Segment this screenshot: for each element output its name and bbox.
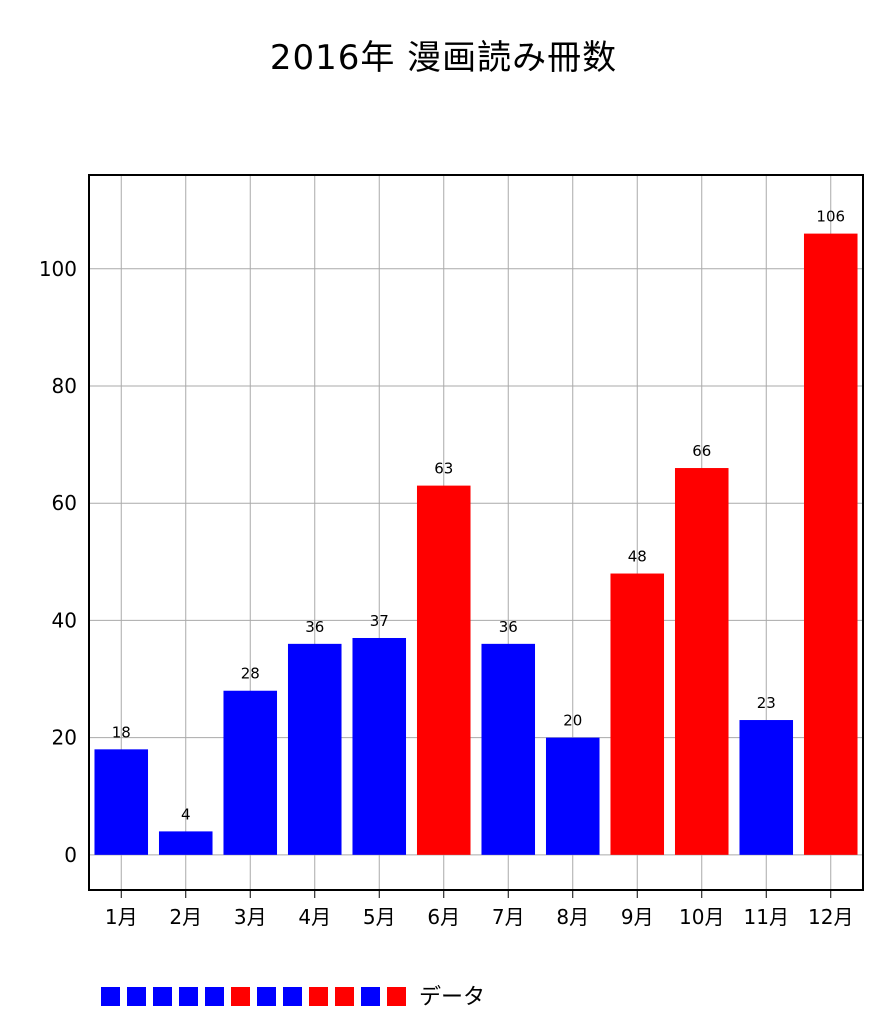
bar — [158, 831, 213, 855]
x-tick-label: 1月 — [105, 905, 138, 929]
bar-value-label: 20 — [563, 712, 582, 730]
legend-swatch — [309, 987, 328, 1006]
y-tick-label: 100 — [39, 257, 77, 281]
legend-label: データ — [419, 985, 485, 1010]
x-tick-label: 4月 — [298, 905, 331, 929]
x-axis-ticks: 1月 2月 3月 4月 5月 6月 7月 8月 9月 10月 11月 12月 — [105, 890, 853, 929]
legend-swatch — [387, 987, 406, 1006]
bar — [287, 643, 342, 855]
x-tick-label: 12月 — [808, 905, 853, 929]
bar-value-label: 66 — [692, 442, 711, 460]
bar — [94, 749, 149, 855]
x-tick-label: 5月 — [363, 905, 396, 929]
plot-frame — [88, 174, 864, 891]
legend-swatch — [205, 987, 224, 1006]
bar-value-label: 36 — [305, 618, 324, 636]
bar — [803, 233, 858, 855]
legend-swatch — [127, 987, 146, 1006]
bar-value-label: 23 — [757, 694, 776, 712]
x-tick-label: 10月 — [679, 905, 724, 929]
bar — [223, 690, 278, 855]
y-axis-ticks: 0 20 40 60 80 100 — [39, 257, 77, 867]
legend-swatch — [153, 987, 172, 1006]
legend: データ — [101, 985, 485, 1010]
bar — [545, 737, 600, 855]
x-tick-label: 2月 — [169, 905, 202, 929]
x-tick-label: 8月 — [556, 905, 589, 929]
legend-swatch — [257, 987, 276, 1006]
bar-value-label: 28 — [241, 665, 260, 683]
y-tick-label: 80 — [52, 374, 77, 398]
x-tick-label: 9月 — [621, 905, 654, 929]
y-tick-label: 0 — [64, 843, 77, 867]
y-tick-label: 20 — [52, 726, 77, 750]
legend-swatch — [335, 987, 354, 1006]
bar — [739, 720, 794, 855]
x-tick-label: 11月 — [744, 905, 789, 929]
bar — [674, 468, 729, 855]
bar — [481, 643, 536, 855]
y-tick-label: 40 — [52, 608, 77, 632]
bar-value-label: 37 — [370, 612, 389, 630]
bar — [416, 485, 471, 855]
bar-value-label: 18 — [112, 723, 131, 741]
legend-swatch — [179, 987, 198, 1006]
bar-value-label: 106 — [816, 208, 845, 226]
bars — [94, 233, 858, 855]
bar — [610, 573, 665, 855]
bar-value-label: 63 — [434, 460, 453, 478]
bar — [352, 637, 407, 855]
chart-title: 2016年 漫画読み冊数 — [269, 38, 618, 78]
legend-swatch — [361, 987, 380, 1006]
bar-value-label: 4 — [181, 805, 191, 823]
x-tick-label: 7月 — [492, 905, 525, 929]
y-tick-label: 60 — [52, 491, 77, 515]
x-tick-label: 3月 — [234, 905, 267, 929]
bar-value-label: 48 — [628, 548, 647, 566]
x-tick-label: 6月 — [427, 905, 460, 929]
bar-value-labels: 18 4 28 36 37 63 36 20 48 66 23 106 — [112, 208, 845, 824]
legend-swatch — [231, 987, 250, 1006]
bar-value-label: 36 — [499, 618, 518, 636]
legend-swatch — [283, 987, 302, 1006]
legend-swatch — [101, 987, 120, 1006]
